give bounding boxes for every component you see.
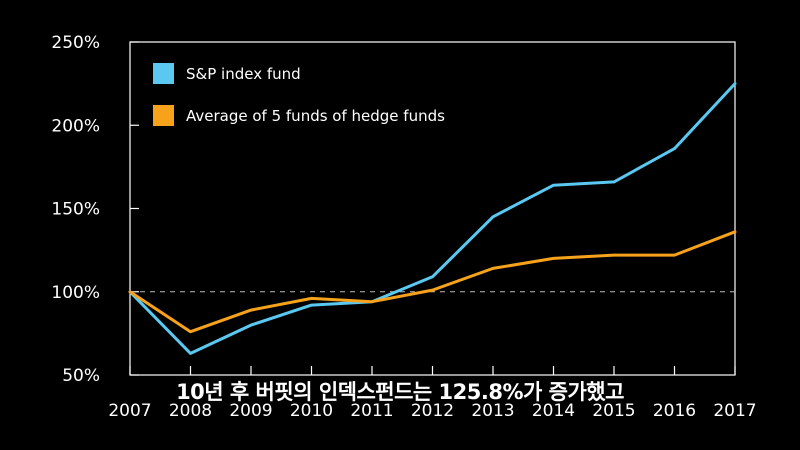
- video-subtitle: 10년 후 버핏의 인덱스펀드는 125.8%가 증가했고: [176, 380, 624, 404]
- x-tick-label: 2009: [229, 401, 272, 421]
- y-tick-label: 100%: [51, 283, 100, 303]
- y-tick-label: 50%: [62, 366, 100, 386]
- legend-swatch-2: [153, 105, 174, 126]
- x-tick-label: 2016: [653, 401, 696, 421]
- series-line-1: [128, 82, 737, 355]
- chart-axes: 50% 100% 150% 200% 250% 2007 2008 2009 2010 2011 2…: [51, 33, 756, 421]
- legend-label-2: Average of 5 funds of hedge funds: [186, 107, 445, 125]
- y-tick-label: 200%: [51, 116, 100, 136]
- plot-frame: [129, 41, 736, 376]
- x-tick-label: 2007: [108, 401, 151, 421]
- legend-label-1: S&P index fund: [186, 65, 301, 83]
- x-tick-label: 2013: [471, 401, 514, 421]
- x-tick-label: 2015: [592, 401, 635, 421]
- x-tick-label: 2012: [411, 401, 454, 421]
- legend-swatch-1: [153, 63, 174, 84]
- x-tick-label: 2017: [713, 401, 756, 421]
- series-lines: [128, 82, 737, 355]
- legend: S&P index fund Average of 5 funds of hedg…: [153, 63, 445, 126]
- y-tick-label: 250%: [51, 33, 100, 53]
- x-tick-label: 2014: [532, 401, 575, 421]
- x-tick-label: 2011: [350, 401, 393, 421]
- x-tick-label: 2008: [169, 401, 212, 421]
- series-line-2: [128, 230, 737, 334]
- x-tick-label: 2010: [290, 401, 333, 421]
- y-tick-label: 150%: [51, 200, 100, 220]
